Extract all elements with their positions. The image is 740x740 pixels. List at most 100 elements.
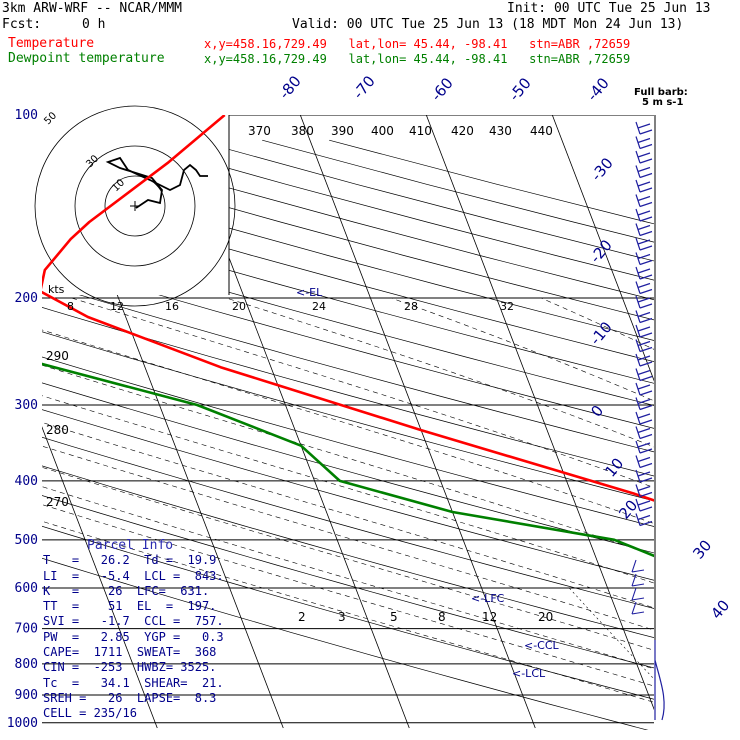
- dry-adiabat-label: 370: [248, 124, 271, 138]
- parcel-info-row: CAPE= 1711 SWEAT= 368: [43, 645, 217, 660]
- parcel-info-row: SVI = -1.7 CCL = 757.: [43, 614, 224, 629]
- wind-barb: [635, 382, 653, 396]
- pressure-label: 800: [15, 657, 38, 672]
- hodograph-ring: [104, 175, 166, 237]
- mixing-ratio-line: [734, 588, 740, 736]
- dewpoint-line: [42, 362, 654, 558]
- wind-barb: [654, 640, 665, 721]
- legend-dewpoint: Dewpoint temperature: [8, 51, 165, 66]
- isotherm-label: -80: [275, 72, 305, 102]
- pressure-label: 900: [15, 688, 38, 703]
- dry-adiabat: [42, 307, 654, 477]
- isotherm-label: -70: [349, 72, 379, 102]
- hodograph-speed-label: 32: [500, 300, 514, 313]
- wind-barb: [631, 573, 645, 587]
- wind-barb: [631, 601, 645, 615]
- moist-adiabat: [540, 297, 654, 350]
- wind-barb: [635, 194, 653, 208]
- mixing-ratio-label: 5: [390, 610, 398, 624]
- level-marker: <-CCL: [524, 639, 560, 652]
- dry-adiabat-label: 280: [46, 423, 69, 437]
- wind-barb: [635, 513, 653, 527]
- mixing-ratio-label: 12: [482, 610, 497, 624]
- dry-adiabat-label: 380: [291, 124, 314, 138]
- parcel-info-row: LI = -5.4 LCL = 843.: [43, 568, 224, 583]
- wind-barb: [635, 121, 653, 135]
- wind-barb: [635, 165, 653, 179]
- dry-adiabat-label: 270: [46, 495, 69, 509]
- wind-barb: [631, 559, 645, 573]
- isotherm-label: -10: [586, 318, 616, 348]
- wind-barb: [635, 455, 653, 469]
- parcel-info-panel: Parcel Info T = 26.2 Td = 19.9 LI = -5.4 …: [43, 538, 233, 722]
- level-marker: <-LCL: [512, 667, 546, 680]
- dry-adiabat: [42, 557, 649, 730]
- wind-barb: [635, 295, 653, 309]
- isotherm-label: -60: [427, 74, 457, 104]
- parcel-info-row: PW = 2.85 YGP = 0.3: [43, 629, 224, 644]
- wind-barb: [635, 252, 653, 266]
- moist-adiabat: [42, 486, 654, 670]
- wind-barb: [635, 469, 653, 483]
- wind-barb: [635, 411, 653, 425]
- hodograph-speed-label: 8: [67, 300, 74, 313]
- wind-barb: [635, 440, 653, 454]
- wind-barb: [635, 339, 653, 353]
- dry-adiabat: [42, 495, 654, 669]
- pressure-label: 700: [15, 622, 38, 637]
- isotherm-label: -40: [583, 74, 613, 104]
- pressure-label: 500: [15, 533, 38, 548]
- isotherm-label: -20: [586, 236, 616, 266]
- isotherm-line: [678, 115, 740, 728]
- hodograph-speed-label: kts: [48, 283, 65, 296]
- isotherm-line: [551, 115, 654, 382]
- wind-barb: [635, 397, 653, 411]
- dry-adiabat-label: 390: [331, 124, 354, 138]
- fcst-value: 0 h: [82, 17, 106, 32]
- dry-adiabat: [42, 237, 654, 406]
- isotherm-line: [425, 115, 654, 711]
- dry-adiabat: [42, 436, 654, 609]
- wind-barb: [635, 368, 653, 382]
- fcst-label: Fcst:: [2, 17, 42, 32]
- dry-adiabat: [42, 331, 654, 502]
- wind-barb: [635, 498, 653, 512]
- wind-barb: [635, 150, 653, 164]
- isotherm-label: 40: [707, 596, 733, 622]
- mixing-ratio-label: 8: [438, 610, 446, 624]
- dry-adiabat: [42, 465, 654, 638]
- parcel-info-row: Tc = 34.1 SHEAR= 21.: [43, 675, 224, 690]
- dry-adiabat: [262, 139, 654, 243]
- dry-adiabat-label: 420: [451, 124, 474, 138]
- hodograph-speed-label: 16: [165, 300, 179, 313]
- dry-adiabat-label: 290: [46, 349, 69, 363]
- isotherm-label: -50: [505, 74, 535, 104]
- dry-adiabat: [42, 356, 654, 527]
- hodograph-ring: [74, 145, 196, 267]
- hodograph-speed-label: 20: [232, 300, 246, 313]
- mixing-ratio-label: 2: [298, 610, 306, 624]
- pressure-label: 600: [15, 581, 38, 596]
- wind-barb-key-label: Full barb:: [634, 87, 688, 98]
- header: 3km ARW-WRF -- NCAR/MMM Init: 00 UTC Tue…: [0, 0, 740, 70]
- hodograph-trace: [105, 156, 208, 209]
- dry-adiabat: [42, 260, 654, 429]
- hodograph-speed-label: 12: [110, 300, 124, 313]
- pressure-label: 1000: [7, 716, 38, 731]
- dry-adiabat: [42, 409, 654, 581]
- moist-adiabat: [42, 395, 654, 584]
- isotherm-label: 30: [689, 536, 715, 562]
- legend-temperature: Temperature: [8, 36, 95, 51]
- legend-dewpoint-info: x,y=458.16,729.49 lat,lon= 45.44, -98.41…: [204, 52, 631, 66]
- pressure-label: 400: [15, 474, 38, 489]
- dry-adiabat: [195, 139, 654, 262]
- dry-adiabat-label: 430: [489, 124, 512, 138]
- wind-barb: [635, 281, 653, 295]
- isotherm-label: -30: [587, 154, 617, 184]
- hodograph-speed-label: 24: [312, 300, 326, 313]
- parcel-info-row: CELL = 235/16: [43, 706, 137, 721]
- hodograph-ring: [34, 105, 236, 307]
- init-time: Init: 00 UTC Tue 25 Jun 13: [507, 1, 711, 16]
- legend-temperature-info: x,y=458.16,729.49 lat,lon= 45.44, -98.41…: [204, 37, 631, 51]
